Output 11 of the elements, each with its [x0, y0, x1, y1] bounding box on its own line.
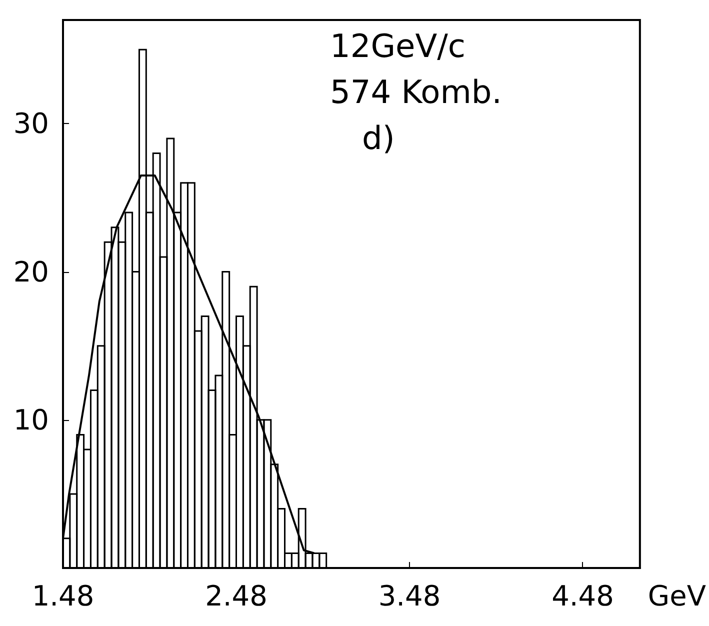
- y-tick-label: 30: [13, 107, 49, 140]
- annotation: 12GeV/c: [330, 27, 466, 65]
- y-tick-label: 10: [13, 403, 49, 436]
- y-tick-label: 20: [13, 255, 49, 288]
- x-tick-label: 1.48: [32, 580, 94, 612]
- x-tick-label: 4.48: [552, 580, 614, 612]
- x-tick-label: 2.48: [205, 580, 268, 612]
- x-axis-title: GeV: [648, 580, 706, 612]
- x-tick-label: 3.48: [378, 580, 441, 612]
- annotation: 574 Komb.: [330, 73, 502, 111]
- annotation: d): [362, 119, 395, 157]
